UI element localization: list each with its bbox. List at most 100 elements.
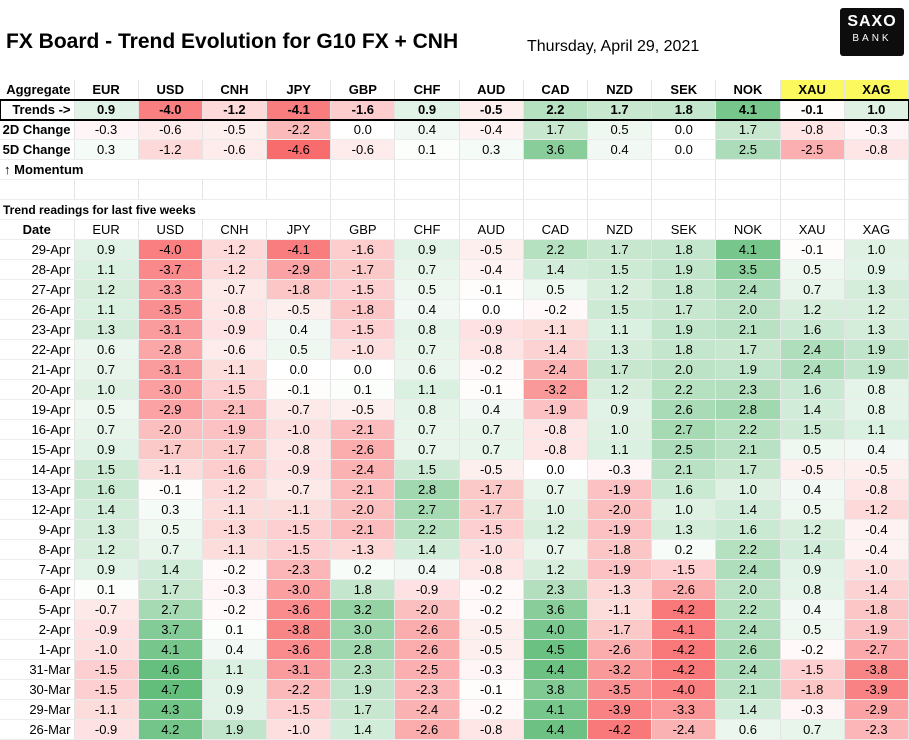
heatmap-cell: 3.6 [523,599,589,620]
empty-cell [651,159,717,180]
heatmap-cell: 1.8 [651,339,717,360]
empty-cell [587,159,653,180]
empty-cell [330,159,396,180]
heatmap-cell: 1.7 [651,299,717,320]
date-row: 30-Mar -1.5 4.7 0.9 -2.2 1.9 -2.3 -0.1 3.8 -3.5 -4… [0,679,909,700]
heatmap-cell: 0.8 [394,319,460,340]
heatmap-cell: -2.0 [330,499,396,520]
heatmap-cell: 1.2 [74,539,139,560]
empty-cell [844,179,909,200]
empty-cell [715,179,781,200]
heatmap-cell: 1.1 [394,379,460,400]
currency-header: USD [138,219,203,240]
heatmap-cell: -2.4 [651,719,717,740]
empty-cell [523,179,589,200]
heatmap-cell: 1.7 [715,339,781,360]
empty-cell [138,179,203,200]
heatmap-cell: 2.3 [715,379,781,400]
heatmap-cell: 0.7 [74,359,139,380]
date-label: 21-Apr [0,359,75,380]
heatmap-cell: 0.7 [394,439,460,460]
heatmap-cell: 0.5 [138,519,203,540]
date-row: 1-Apr -1.0 4.1 0.4 -3.6 2.8 -2.6 -0.5 4.5 -2.6 -4.… [0,639,909,660]
date-label: 19-Apr [0,399,75,420]
heatmap-cell: -0.2 [459,599,524,620]
heatmap-cell: -1.2 [202,239,268,260]
heatmap-cell: -0.2 [459,699,524,720]
heatmap-cell: -0.9 [394,579,460,600]
heatmap-cell: 0.5 [394,279,460,300]
heatmap-cell: 3.2 [330,599,396,620]
heatmap-cell: 1.1 [844,419,909,440]
date-label: 30-Mar [0,679,75,700]
heatmap-cell: -1.5 [74,679,139,700]
heatmap-cell: 2.2 [715,419,781,440]
heatmap-cell: -2.0 [138,419,203,440]
heatmap-cell: -0.5 [459,619,524,640]
heatmap-cell: 2.0 [651,359,717,380]
heatmap-cell: 0.0 [523,459,589,480]
spacer-row [0,179,909,200]
heatmap-cell: 0.9 [844,259,909,280]
empty-cell [844,199,909,220]
heatmap-cell: -1.4 [844,579,909,600]
date-row: 19-Apr 0.5 -2.9 -2.1 -0.7 -0.5 0.8 0.4 -1.9 0.9 2.… [0,399,909,420]
date-row: 28-Apr 1.1 -3.7 -1.2 -2.9 -1.7 0.7 -0.4 1.4 1.5 1.… [0,259,909,280]
heatmap-cell: -2.4 [394,699,460,720]
heatmap-cell: 1.4 [780,539,845,560]
heatmap-cell: 0.5 [780,619,845,640]
heatmap-cell: 2.1 [715,679,781,700]
heatmap-cell: -0.1 [266,379,332,400]
trend-heatmap-table: Aggregate EUR USD CNH JPY GBP CHF AUD CAD NZD SEK N… [0,80,909,740]
heatmap-cell: 1.2 [523,519,589,540]
heatmap-cell: -1.7 [330,259,396,280]
date-label: 27-Apr [0,279,75,300]
heatmap-cell: 1.2 [587,379,653,400]
heatmap-cell: 0.4 [394,119,460,140]
heatmap-cell: 1.9 [844,359,909,380]
heatmap-cell: 0.8 [780,579,845,600]
heatmap-cell: -1.5 [266,699,332,720]
trends-row: Trends -> 0.9 -4.0 -1.2 -4.1 -1.6 0.9 -0.5 2.2 1.… [0,98,909,121]
date-label: 9-Apr [0,519,75,540]
heatmap-cell: 1.4 [394,539,460,560]
heatmap-cell: -1.1 [138,459,203,480]
date-row: 23-Apr 1.3 -3.1 -0.9 0.4 -1.5 0.8 -0.9 -1.1 1.1 1.… [0,319,909,340]
heatmap-cell: 1.1 [202,659,268,680]
date-label: 14-Apr [0,459,75,480]
heatmap-cell: -1.9 [587,479,653,500]
heatmap-cell: 2.2 [715,539,781,560]
heatmap-cell: 1.5 [587,259,653,280]
weekly-header-row: Date EUR USD CNH JPY GBP CHF AUD CAD NZD SEK NOK XAU… [0,219,909,240]
heatmap-cell: -0.2 [459,359,524,380]
heatmap-cell: 2.8 [715,399,781,420]
date-label: 16-Apr [0,419,75,440]
empty-cell [651,179,717,200]
heatmap-cell: -0.8 [459,339,524,360]
heatmap-cell: -2.6 [587,639,653,660]
heatmap-cell: -1.1 [202,359,268,380]
heatmap-cell: -0.7 [202,279,268,300]
currency-header: USD [138,80,203,100]
heatmap-cell: -1.8 [844,599,909,620]
currency-header: NOK [715,80,781,100]
heatmap-cell: 0.4 [587,139,653,160]
heatmap-cell: -0.2 [202,559,268,580]
empty-cell [266,179,332,200]
heatmap-cell: 4.2 [138,719,203,740]
heatmap-cell: -3.9 [844,679,909,700]
heatmap-cell: 1.8 [651,279,717,300]
heatmap-cell: -1.2 [844,499,909,520]
heatmap-cell: 0.7 [780,719,845,740]
date-label: 22-Apr [0,339,75,360]
heatmap-cell: 1.7 [715,459,781,480]
heatmap-cell: 0.7 [394,339,460,360]
heatmap-cell: 0.1 [74,579,139,600]
heatmap-cell: 2.4 [780,359,845,380]
date-label: 6-Apr [0,579,75,600]
heatmap-cell: -1.2 [202,479,268,500]
heatmap-cell: 0.7 [394,419,460,440]
saxo-bank-logo: SAXO BANK [840,8,904,56]
heatmap-cell: 1.4 [715,499,781,520]
heatmap-cell: -2.9 [266,259,332,280]
